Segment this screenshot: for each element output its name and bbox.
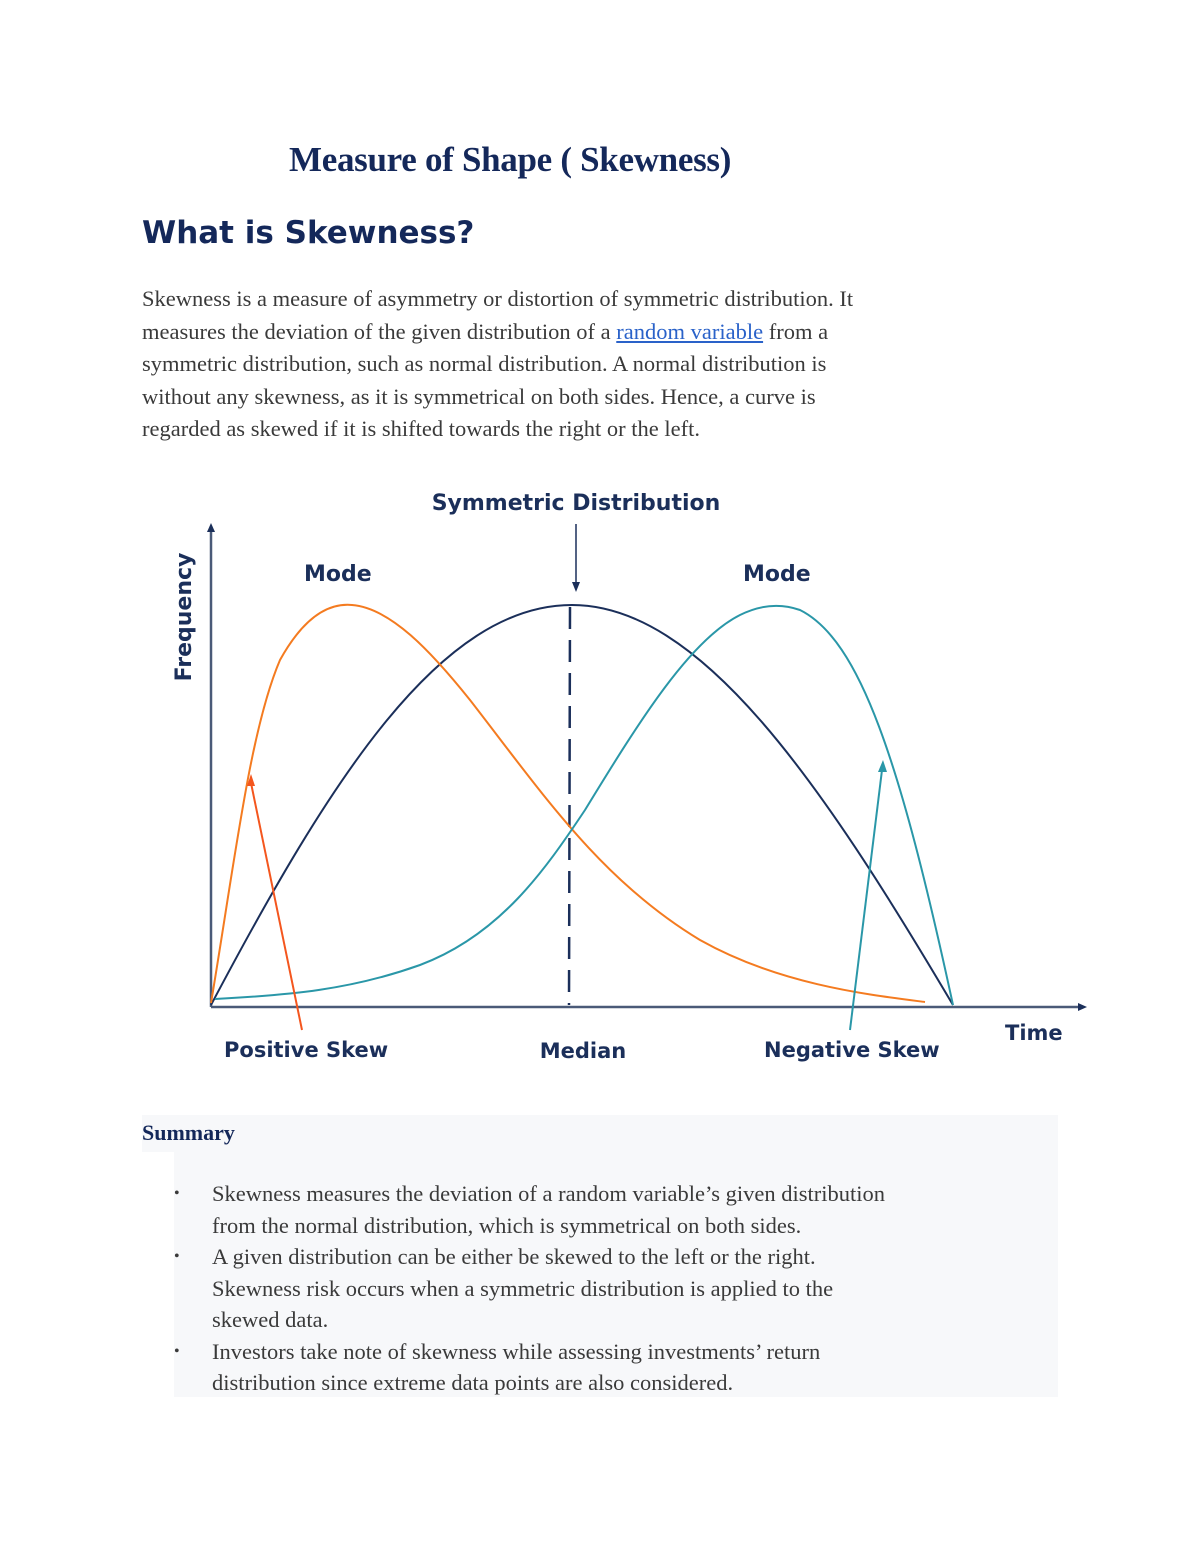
mode-right-label: Mode	[743, 562, 811, 587]
summary-line: distribution since extreme data points a…	[212, 1370, 734, 1395]
symmetric-curve	[210, 603, 954, 1006]
x-axis	[211, 1003, 1087, 1011]
summary-list: • Skewness measures the deviation of a r…	[172, 1178, 1052, 1399]
symmetric-distribution-label: Symmetric Distribution	[432, 491, 721, 516]
summary-item: • A given distribution can be either be …	[172, 1241, 1052, 1336]
frequency-axis-label: Frequency	[172, 553, 197, 682]
paragraph-line: without any skewness, as it is symmetric…	[142, 381, 1042, 414]
summary-item: • Investors take note of skewness while …	[172, 1336, 1052, 1399]
bullet-icon: •	[174, 1342, 180, 1360]
skewness-chart: Symmetric Distribution Mode Mode Frequen…	[172, 491, 1087, 1063]
positive-skew-pointer	[250, 782, 303, 1031]
median-label: Median	[540, 1039, 627, 1063]
bullet-icon: •	[174, 1185, 180, 1202]
mode-left-label: Mode	[304, 562, 372, 587]
section-heading: What is Skewness?	[142, 215, 475, 251]
paragraph-line: measures the deviation of the given dist…	[142, 316, 1042, 349]
summary-item: • Skewness measures the deviation of a r…	[172, 1178, 1052, 1241]
page-title: Measure of Shape ( Skewness)	[289, 140, 732, 179]
positive-skew-label: Positive Skew	[224, 1038, 388, 1062]
paragraph-line: regarded as skewed if it is shifted towa…	[142, 413, 1042, 446]
y-axis	[207, 523, 215, 1007]
summary-line: A given distribution can be either be sk…	[212, 1244, 816, 1269]
summary-line: Skewness risk occurs when a symmetric di…	[212, 1275, 834, 1301]
random-variable-link[interactable]: random variable	[616, 318, 764, 344]
summary-line: Skewness measures the deviation of a ran…	[212, 1181, 885, 1206]
time-axis-label: Time	[1005, 1021, 1063, 1045]
text: without any skewness, as it is symmetric…	[142, 383, 816, 409]
text: from a	[763, 318, 829, 344]
paragraph-line: symmetric distribution, such as normal d…	[142, 348, 1042, 381]
median-dashed-line	[567, 606, 572, 1006]
bullet-icon: •	[174, 1248, 180, 1265]
summary-line: Investors take note of skewness while as…	[212, 1338, 821, 1364]
summary-line: from the normal distribution, which is s…	[212, 1212, 802, 1238]
summary-line: skewed data.	[212, 1307, 329, 1332]
summary-box	[174, 1115, 1058, 1397]
text: measures the deviation of the given dist…	[142, 318, 617, 344]
text: Skewness is a measure of asymmetry or di…	[142, 286, 854, 311]
negative-skew-pointer	[849, 769, 883, 1031]
text: regarded as skewed if it is shifted towa…	[142, 416, 700, 441]
intro-paragraph: Skewness is a measure of asymmetry or di…	[142, 283, 1042, 446]
summary-heading-background	[142, 1115, 174, 1152]
summary-title: Summary	[142, 1120, 235, 1145]
paragraph-line: Skewness is a measure of asymmetry or di…	[142, 283, 1042, 316]
negative-skew-label: Negative Skew	[764, 1038, 940, 1062]
positive-skew-curve	[210, 603, 926, 1004]
text: symmetric distribution, such as normal d…	[142, 351, 827, 376]
negative-skew-curve	[214, 604, 954, 1006]
